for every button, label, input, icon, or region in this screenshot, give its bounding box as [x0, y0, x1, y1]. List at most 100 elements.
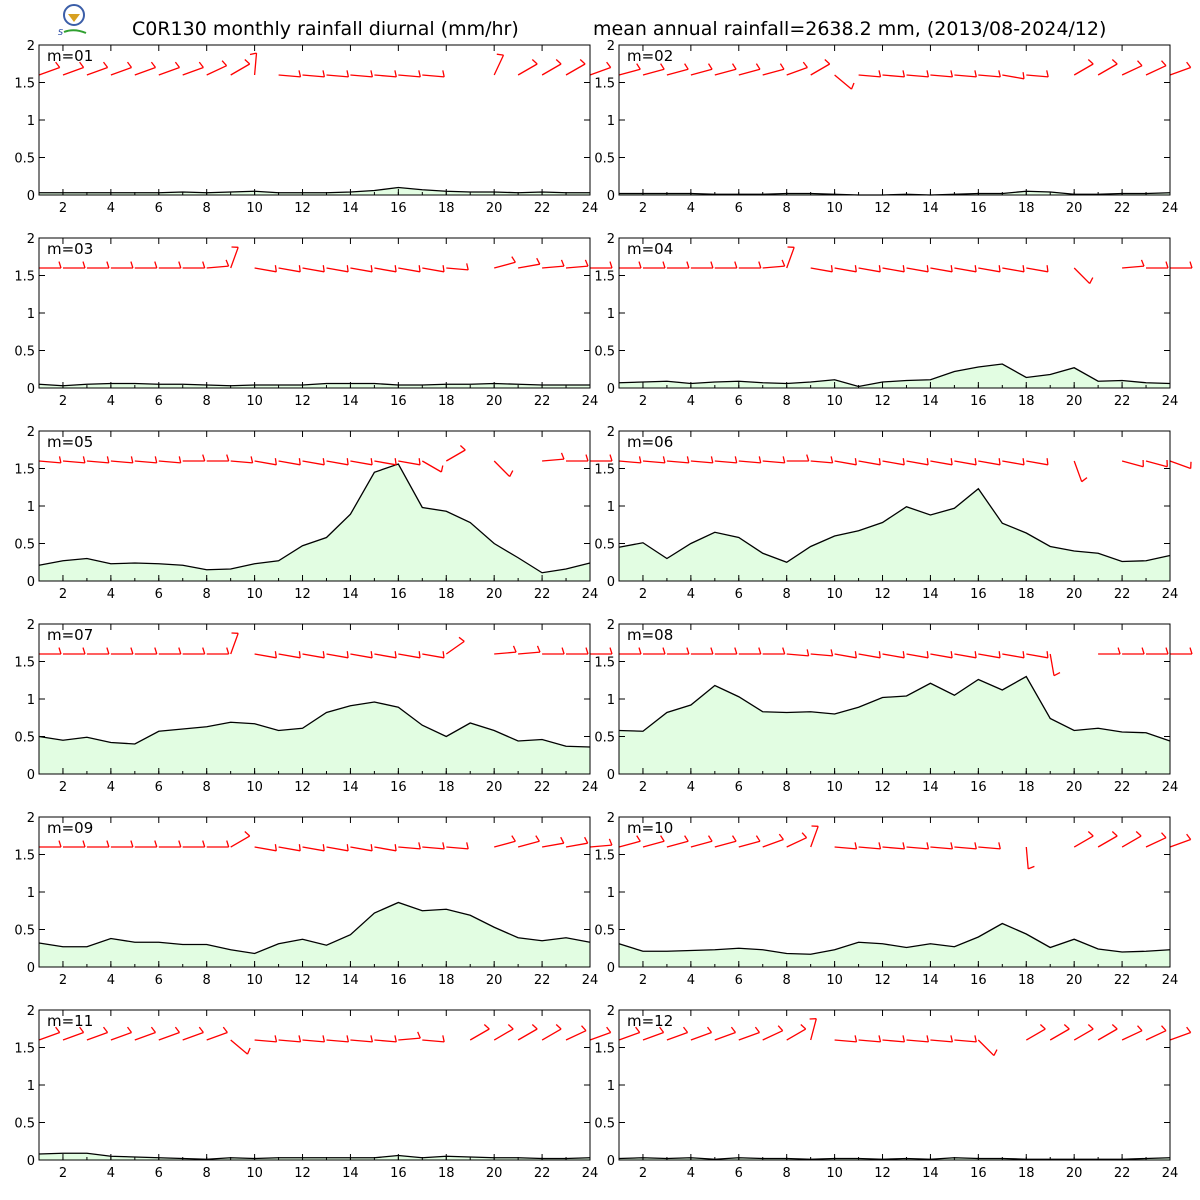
wind-barb [134, 61, 157, 76]
wind-barb [1169, 1026, 1192, 1041]
wind-barb-feather [950, 651, 953, 658]
wind-barb-staff [618, 1031, 640, 1041]
wind-barb-staff [445, 640, 465, 655]
wind-barb [1097, 59, 1118, 76]
wind-barb-feather [442, 651, 445, 658]
wind-barb [834, 458, 857, 466]
wind-barb-staff [618, 840, 641, 848]
wind-barb-feather [662, 647, 666, 655]
wind-barb [254, 651, 277, 659]
wind-barb [714, 835, 737, 848]
wind-barb [446, 842, 469, 850]
wind-barb [882, 70, 906, 78]
wind-barb-feather [394, 70, 397, 78]
x-tick-label: 24 [582, 973, 599, 988]
wind-barb [666, 835, 689, 848]
y-tick-label: 0.5 [594, 152, 615, 167]
wind-barb [762, 456, 786, 464]
wind-barb-staff [1145, 837, 1167, 848]
x-tick-label: 24 [1162, 201, 1179, 216]
wind-barb [666, 261, 690, 269]
wind-barb [590, 647, 613, 655]
wind-barb [930, 458, 953, 466]
wind-barb-staff [278, 460, 301, 466]
y-tick-label: 0.5 [14, 731, 35, 746]
wind-barb-staff [930, 653, 953, 659]
wind-barb-staff [421, 460, 442, 473]
wind-barb [1146, 261, 1169, 269]
wind-barb-staff [666, 68, 689, 76]
wind-barb [954, 265, 977, 273]
panel-m-10: 00.511.522 4 6 8 10 12 14 16 18 20 22 24m=10 [594, 811, 1192, 988]
wind-barb-staff [134, 460, 157, 464]
wind-barb [1026, 265, 1049, 273]
wind-barb-staff [374, 460, 397, 466]
panel-label: m=03 [47, 240, 93, 258]
wind-barb [1002, 458, 1025, 466]
wind-barb-staff [786, 1028, 807, 1041]
wind-barb-staff [954, 653, 977, 659]
x-tick-label: 12 [874, 587, 891, 602]
wind-barb [494, 835, 516, 848]
wind-barb-feather [370, 70, 374, 78]
wind-barb [39, 261, 62, 269]
wind-barb-feather [418, 651, 421, 658]
wind-barb-feather [346, 651, 349, 658]
wind-barb-feather [221, 60, 228, 67]
y-tick-label: 1.5 [14, 463, 35, 478]
wind-barb-staff [978, 460, 1001, 466]
wind-barb-feather [150, 1026, 157, 1033]
wind-barb-staff [618, 460, 641, 464]
wind-barb [1121, 1025, 1143, 1041]
wind-barb-staff [978, 74, 1001, 78]
wind-barb [398, 842, 421, 850]
wind-barb-staff [810, 63, 831, 76]
wind-barb [978, 458, 1001, 466]
wind-barb [517, 257, 541, 269]
wind-barb-staff [86, 66, 108, 76]
wind-barb-staff [206, 65, 227, 76]
wind-barb-feather [638, 261, 642, 269]
wind-barb-feather [781, 259, 786, 267]
wind-barb-feather [802, 61, 808, 68]
wind-barb-staff [398, 460, 421, 466]
wind-barb-feather [298, 844, 301, 851]
wind-barb-staff [1026, 74, 1049, 78]
wind-barb [278, 265, 301, 273]
x-tick-label: 8 [203, 587, 211, 602]
wind-barb-feather [458, 636, 465, 642]
wind-barb-feather [1111, 59, 1118, 65]
wind-barb [906, 651, 929, 659]
x-tick-label: 14 [342, 394, 359, 409]
x-tick-label: 12 [874, 201, 891, 216]
wind-barb [326, 844, 349, 852]
y-tick-label: 0 [607, 1154, 615, 1169]
wind-barb [230, 59, 251, 76]
wind-barb-staff [882, 846, 905, 850]
wind-barb [182, 840, 206, 848]
wind-barb-feather [561, 647, 565, 655]
wind-barb-staff [738, 840, 761, 848]
rainfall-area [39, 702, 590, 774]
wind-barb [350, 844, 373, 852]
wind-barb-feather [370, 265, 373, 272]
wind-barb-staff [230, 63, 251, 76]
wind-barb-feather [710, 261, 714, 269]
wind-barb-staff [589, 1031, 611, 1041]
wind-barb-staff [786, 247, 795, 269]
wind-barb [738, 456, 762, 464]
wind-barb-feather [902, 651, 905, 658]
wind-barb [954, 651, 977, 659]
wind-barb [230, 632, 239, 655]
x-tick-label: 4 [107, 394, 115, 409]
wind-barb-feather [560, 836, 565, 844]
wind-barb-feather [758, 261, 762, 269]
x-tick-label: 22 [1114, 394, 1131, 409]
x-tick-label: 10 [826, 973, 843, 988]
wind-barb [38, 61, 61, 76]
wind-barb-staff [1121, 1030, 1143, 1041]
wind-barb-feather [126, 1026, 133, 1033]
wind-barb-staff [541, 842, 564, 848]
wind-barb [1026, 458, 1049, 466]
y-tick-label: 1.5 [14, 656, 35, 671]
